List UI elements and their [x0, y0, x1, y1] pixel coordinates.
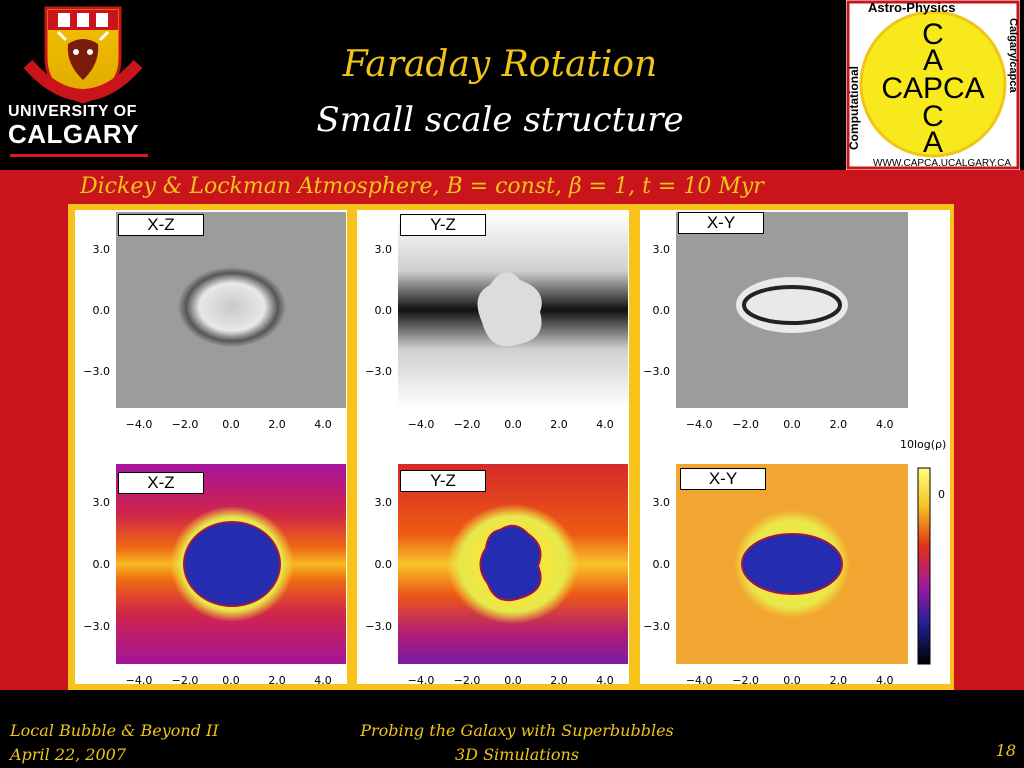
slide-subtitle: Small scale structure [316, 100, 684, 140]
y-tick-label: −3.0 [365, 620, 392, 633]
y-tick-label: 3.0 [375, 496, 393, 509]
y-tick-label: −3.0 [643, 620, 670, 633]
capca-letter-a-bottom: A [923, 126, 943, 159]
x-tick-label: 2.0 [550, 674, 568, 687]
panel-label-xy-top: X-Y [678, 212, 764, 234]
capca-letter-c-top: C [922, 18, 944, 51]
capca-right-text: Calgary/capca [1007, 18, 1019, 93]
x-tick-label: 4.0 [876, 674, 894, 687]
y-tick-label: 3.0 [375, 243, 393, 256]
x-tick-label: 0.0 [222, 418, 240, 431]
capca-center-row: CAPCA [881, 72, 984, 105]
slide-header: UNIVERSITY OF CALGARY Faraday Rotation S… [0, 0, 1024, 170]
panel-label-xz-top: X-Z [118, 214, 204, 236]
panel-label-yz-bottom: Y-Z [400, 470, 486, 492]
y-tick-label: −3.0 [83, 365, 110, 378]
x-tick-label: 2.0 [268, 674, 286, 687]
x-tick-label: −2.0 [454, 418, 481, 431]
y-tick-label: 0.0 [375, 304, 393, 317]
university-line1: UNIVERSITY OF [8, 103, 137, 120]
capca-top-text: Astro-Physics [868, 0, 955, 15]
y-tick-label: 3.0 [653, 243, 671, 256]
y-tick-label: −3.0 [83, 620, 110, 633]
x-tick-label: 4.0 [876, 418, 894, 431]
colorbar-tick: 0 [938, 488, 945, 501]
x-tick-label: −2.0 [732, 674, 759, 687]
x-tick-label: 0.0 [504, 674, 522, 687]
footer-talk-subtitle: 3D Simulations [455, 745, 579, 764]
y-tick-label: 0.0 [93, 304, 111, 317]
footer-talk-title: Probing the Galaxy with Superbubbles [360, 721, 674, 740]
x-tick-label: −2.0 [172, 418, 199, 431]
capca-url: WWW.CAPCA.UCALGARY.CA [873, 158, 1011, 169]
x-tick-label: −4.0 [126, 674, 153, 687]
panel-label-xz-bottom: X-Z [118, 472, 204, 494]
capca-logo: Astro-Physics Computational Calgary/capc… [846, 0, 1020, 170]
slide-footer: Local Bubble & Beyond II April 22, 2007 … [0, 690, 1024, 768]
x-tick-label: 4.0 [314, 674, 332, 687]
y-tick-label: 0.0 [653, 304, 671, 317]
y-tick-label: 3.0 [93, 496, 111, 509]
panel-label-yz-top: Y-Z [400, 214, 486, 236]
slide-title: Faraday Rotation [342, 44, 658, 85]
x-tick-label: 4.0 [314, 418, 332, 431]
panel-label-xy-bottom: X-Y [680, 468, 766, 490]
x-tick-label: −4.0 [686, 418, 713, 431]
x-tick-label: 2.0 [830, 674, 848, 687]
x-tick-label: 0.0 [222, 674, 240, 687]
x-tick-label: −2.0 [732, 418, 759, 431]
x-tick-label: 2.0 [550, 418, 568, 431]
y-tick-label: −3.0 [643, 365, 670, 378]
x-tick-label: 0.0 [783, 674, 801, 687]
x-tick-label: −2.0 [172, 674, 199, 687]
x-tick-label: −4.0 [686, 674, 713, 687]
x-tick-label: 4.0 [596, 674, 614, 687]
university-line2: CALGARY [8, 119, 140, 149]
x-tick-label: 0.0 [504, 418, 522, 431]
x-tick-label: 4.0 [596, 418, 614, 431]
page-number: 18 [995, 741, 1016, 760]
wordmark-underline [10, 154, 148, 157]
footer-date: April 22, 2007 [10, 745, 127, 764]
x-tick-label: −4.0 [126, 418, 153, 431]
colorbar [917, 467, 931, 665]
y-tick-label: 3.0 [653, 496, 671, 509]
x-tick-label: 2.0 [268, 418, 286, 431]
y-tick-label: 0.0 [653, 558, 671, 571]
x-tick-label: −2.0 [454, 674, 481, 687]
x-tick-label: 2.0 [830, 418, 848, 431]
y-tick-label: −3.0 [365, 365, 392, 378]
university-wordmark: UNIVERSITY OF CALGARY [8, 103, 158, 149]
x-tick-label: 0.0 [783, 418, 801, 431]
capca-left-text: Computational [847, 66, 861, 150]
slide-caption: Dickey & Lockman Atmosphere, B = const, … [80, 174, 764, 199]
x-tick-label: −4.0 [408, 674, 435, 687]
university-crest-icon [23, 6, 143, 104]
y-tick-label: 0.0 [93, 558, 111, 571]
footer-event: Local Bubble & Beyond II [10, 721, 219, 740]
x-tick-label: −4.0 [408, 418, 435, 431]
capca-letter-c-bottom: C [922, 100, 944, 133]
capca-letter-a-top: A [923, 44, 943, 77]
capca-logo-icon: Astro-Physics Computational Calgary/capc… [846, 0, 1020, 170]
y-tick-label: 0.0 [375, 558, 393, 571]
y-tick-label: 3.0 [93, 243, 111, 256]
colorbar-label: 10log(ρ) [900, 438, 946, 451]
